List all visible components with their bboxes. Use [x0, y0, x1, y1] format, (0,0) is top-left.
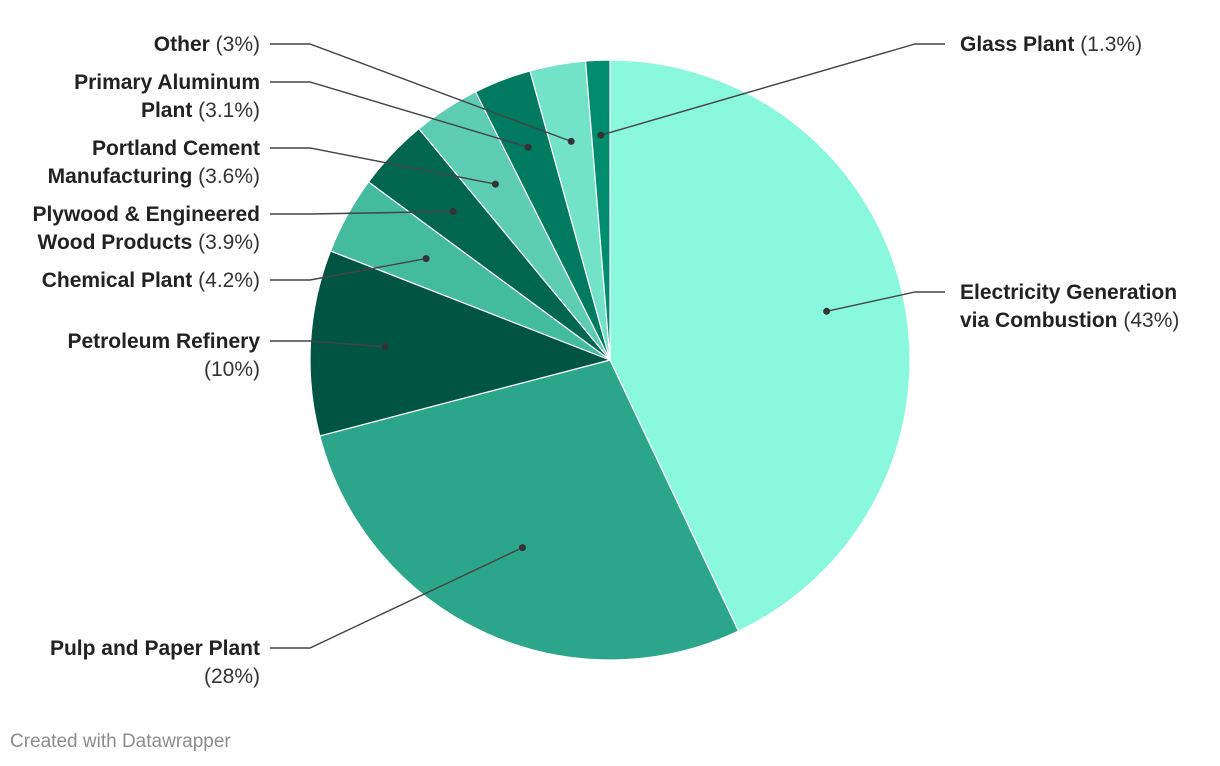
credit-text: Created with Datawrapper [10, 731, 231, 752]
slice-label: Wood Products (3.9%) [38, 231, 260, 254]
slice-label: Glass Plant (1.3%) [960, 33, 1142, 56]
slice-label: Other (3%) [154, 33, 260, 56]
slice-label: Electricity Generation [960, 281, 1177, 304]
leader-line [270, 546, 523, 649]
leader-line [270, 81, 529, 148]
slice-label: Manufacturing (3.6%) [48, 165, 260, 188]
leader-line [270, 147, 496, 185]
slice-label: Portland Cement [92, 137, 260, 160]
leader-dot [449, 208, 457, 215]
pie-slice [309, 250, 612, 437]
slice-labels: Electricity Generation via Combustion (43… [32, 33, 1179, 688]
leader-dot [422, 255, 430, 263]
pie-slices [309, 59, 911, 661]
slice-label: via Combustion (43%) [960, 309, 1179, 332]
leader-line [270, 210, 454, 215]
slice-label: (28%) [204, 665, 260, 688]
leader-dot [491, 180, 499, 188]
leader-dot [567, 137, 575, 145]
slice-label: Primary Aluminum [74, 71, 260, 94]
leader-dot [381, 343, 389, 351]
leader-line [826, 291, 945, 312]
slice-label: Chemical Plant (4.2%) [42, 269, 260, 292]
slice-label: Plant (3.1%) [141, 99, 260, 122]
slice-label: (10%) [204, 358, 260, 381]
slice-label: Pulp and Paper Plant [50, 637, 260, 660]
leader-dot [597, 131, 605, 139]
leader-lines [270, 43, 945, 649]
leader-line [270, 257, 427, 281]
slice-label: Plywood & Engineered [32, 203, 260, 226]
leader-dot [519, 544, 526, 552]
leader-dot [524, 143, 532, 151]
slice-label: Petroleum Refinery [67, 330, 260, 353]
leader-line [600, 43, 945, 136]
pie-slice [319, 359, 740, 661]
leader-line [270, 43, 572, 143]
leader-line [270, 340, 386, 348]
leader-dot [823, 307, 831, 315]
